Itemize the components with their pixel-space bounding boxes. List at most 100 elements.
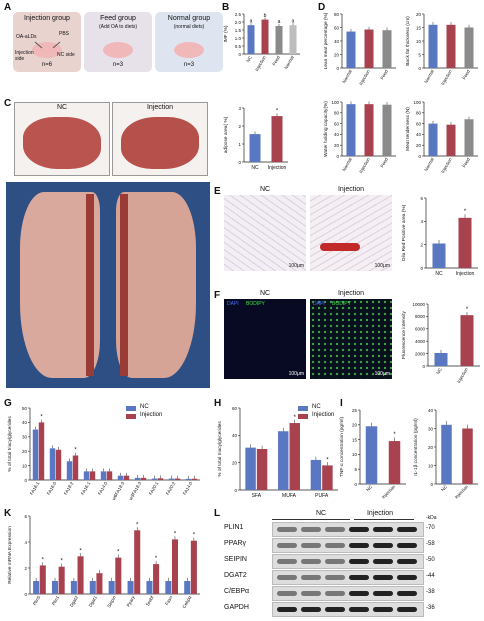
blot-band: [277, 575, 297, 580]
y-tick-label: 0: [422, 364, 425, 369]
sig-mark: *: [155, 556, 158, 562]
oil-red-stain: [320, 243, 360, 251]
y-tick-label: 2: [24, 566, 27, 571]
legend-swatch-nc: [126, 406, 136, 411]
bar-nc: [49, 448, 56, 480]
y-tick-label: 1.5: [235, 28, 242, 33]
y-axis-label: TNF-α concentration (pg/ml): [339, 417, 345, 477]
sig-mark: *: [74, 448, 77, 454]
syringe-label-oa: OA-aLDs: [16, 34, 37, 40]
sig-mark: *: [40, 414, 43, 420]
x-tick-label: PUFA: [315, 493, 329, 499]
sig-mark: *: [79, 548, 82, 554]
blot-band: [277, 591, 297, 596]
f-title-nc: NC: [259, 290, 271, 297]
blot-band: [373, 559, 393, 564]
legend-label-injection: Injection: [312, 412, 335, 418]
bar-injection: [89, 471, 96, 480]
y-tick-label: 5: [418, 52, 421, 57]
blot-band: [325, 527, 345, 532]
bar-injection: [58, 566, 65, 594]
panel-label-c: C: [4, 98, 12, 109]
group-n: n=3: [112, 62, 124, 68]
nc-side-label: NC side: [57, 52, 75, 58]
bar: [382, 104, 392, 156]
bar: [464, 119, 474, 156]
blot-band: [373, 607, 393, 612]
blot-kda-value: -70: [426, 525, 435, 531]
blot-band: [397, 559, 417, 564]
x-tick-label: w6FA18:3: [111, 481, 126, 501]
bar: [458, 217, 472, 268]
y-axis-label: Back fat thickness (cm): [405, 16, 411, 66]
group-sub: (Add OA to diets): [98, 24, 138, 30]
chart-b-imf: 0 0.5 1.0 1.5 2.0 2.5 IMF (%) a b a a NC Injection Fe…: [223, 12, 300, 72]
bar-nc: [134, 477, 141, 480]
sig-mark: *: [60, 559, 63, 565]
y-tick-label: 6000: [415, 327, 426, 332]
e-title-injection: Injection: [337, 186, 365, 193]
blot-band: [301, 591, 321, 596]
y-tick-label: 0: [354, 482, 357, 487]
bar-nc: [151, 478, 158, 480]
x-tick-label: Injection: [358, 157, 371, 174]
bar-nc: [245, 447, 256, 490]
y-axis-label: Fluorescence intensity: [401, 311, 407, 359]
chart-i-il1b: 0 10 20 30 40 IL-1β concentration (pg/ml) NC In…: [413, 408, 478, 500]
y-tick-label: 60: [232, 406, 238, 411]
y-tick-label: 40: [334, 39, 340, 44]
x-tick-label: w3FA18:3: [128, 481, 143, 501]
bar-nc: [184, 581, 191, 594]
meat-slice: [121, 117, 199, 169]
x-tick-label: Cebpα: [181, 595, 192, 609]
y-tick-label: 60: [334, 121, 340, 126]
bar: [365, 426, 378, 484]
y-tick-label: 40: [334, 132, 340, 137]
y-tick-label: 60: [334, 25, 340, 30]
blot-band: [277, 527, 297, 532]
sig-mark: *: [117, 550, 120, 556]
blot-group-injection: Injection: [366, 510, 394, 517]
e-histology-injection: 100μm: [310, 195, 392, 271]
blot-band: [397, 575, 417, 580]
y-tick-label: 40: [416, 132, 422, 137]
chart-d-backfat: 0 5 10 15 20 Back fat thickness (cm) Normal Inj…: [405, 12, 478, 86]
x-tick-label: FA14:0: [182, 481, 194, 496]
x-tick-label: Injection: [440, 157, 453, 174]
bar-injection: [171, 539, 179, 594]
blot-kda-value: -58: [426, 541, 435, 547]
y-axis-label: % of total triacylglycerides: [217, 421, 223, 477]
y-tick-label: 0: [238, 52, 241, 57]
blot-kda-header: -kDa: [426, 515, 437, 521]
f-fluor-nc: DAPI BODIPY 100μm: [224, 299, 306, 379]
group-title: Normal group: [167, 15, 211, 22]
y-tick-label: 80: [334, 12, 340, 17]
x-tick-label: Injection: [440, 69, 453, 86]
bar-nc: [83, 471, 90, 480]
blot-band: [397, 607, 417, 612]
panel-a-groups: Injection group OA-aLDs PBS Injection si…: [13, 12, 223, 72]
bar: [434, 352, 448, 366]
x-tick-label: Injection: [454, 484, 470, 500]
blot-band: [301, 527, 321, 532]
y-tick-label: 0: [336, 154, 339, 159]
blot-band: [325, 543, 345, 548]
x-tick-label: FA16:1: [80, 481, 92, 496]
x-tick-label: Injection: [268, 165, 287, 171]
blot-strip: [272, 554, 424, 569]
x-tick-label: Injection: [254, 55, 267, 72]
bar-injection: [322, 465, 333, 490]
blot-bracket-injection: [354, 519, 414, 520]
blot-band: [301, 607, 321, 612]
bar-injection: [39, 565, 46, 594]
bar-injection: [123, 475, 130, 480]
blot-band: [277, 543, 297, 548]
group-title: Feed group: [100, 15, 136, 22]
panel-label-e: E: [214, 186, 221, 197]
y-tick-label: 100: [331, 100, 339, 105]
y-tick-label: 4000: [415, 339, 426, 344]
bar-injection: [256, 449, 268, 490]
blot-band: [397, 543, 417, 548]
y-tick-label: 20: [416, 143, 422, 148]
y-tick-label: 10: [22, 463, 28, 468]
